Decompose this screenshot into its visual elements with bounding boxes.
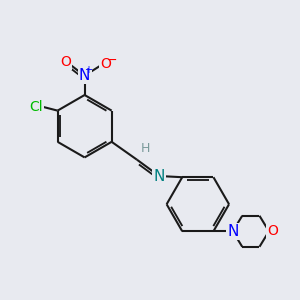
Text: +: + bbox=[85, 65, 92, 75]
Text: O: O bbox=[60, 55, 71, 69]
Text: O: O bbox=[267, 224, 278, 238]
Text: Cl: Cl bbox=[29, 100, 43, 114]
Text: O: O bbox=[100, 57, 111, 71]
Text: H: H bbox=[140, 142, 150, 155]
Text: N: N bbox=[79, 68, 90, 83]
Text: N: N bbox=[227, 224, 238, 239]
Text: N: N bbox=[154, 169, 165, 184]
Text: −: − bbox=[107, 54, 118, 67]
